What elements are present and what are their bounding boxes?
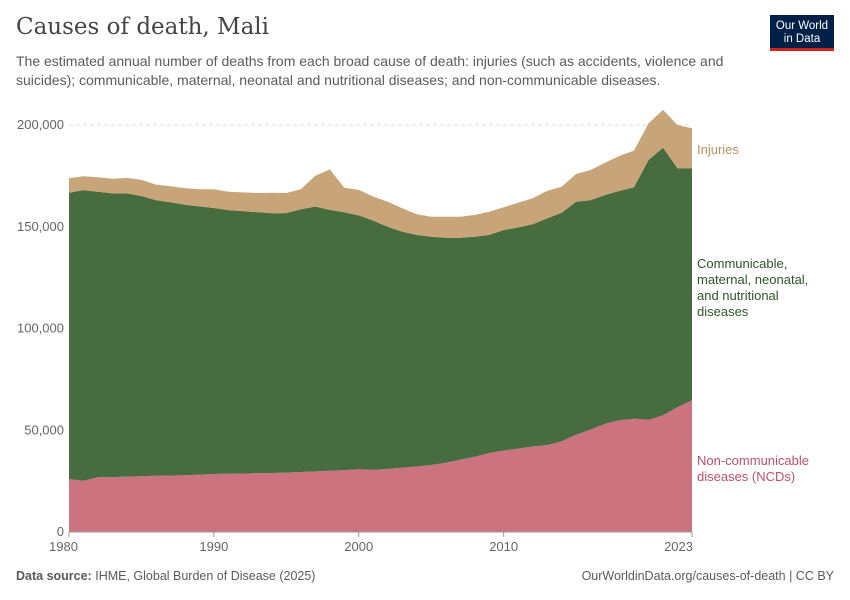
- footer-link[interactable]: OurWorldinData.org/causes-of-death | CC …: [581, 569, 834, 583]
- owid-logo[interactable]: Our World in Data: [770, 15, 834, 51]
- series-label-cmnn: Communicable,: [697, 256, 787, 271]
- chart-title: Causes of death, Mali: [16, 14, 270, 40]
- source-text[interactable]: IHME, Global Burden of Disease (2025): [95, 569, 316, 583]
- x-tick-label: 2023: [664, 539, 693, 554]
- chart-subtitle: The estimated annual number of deaths fr…: [16, 53, 724, 88]
- y-tick-label: 0: [57, 524, 64, 539]
- source-label: Data source:: [16, 569, 92, 583]
- data-source: Data source: IHME, Global Burden of Dise…: [16, 569, 315, 583]
- x-tick-label: 2000: [344, 539, 373, 554]
- x-tick-label: 2010: [489, 539, 518, 554]
- logo-text: Our World in Data: [775, 20, 829, 45]
- series-label-injuries: Injuries: [697, 142, 739, 157]
- x-tick-label: 1980: [49, 539, 78, 554]
- series-label-cmnn: and nutritional: [697, 288, 779, 303]
- x-tick-label: 1990: [199, 539, 228, 554]
- series-label-ncd: diseases (NCDs): [697, 469, 795, 484]
- stacked-area-chart: 0 50,000 100,000 150,000 200,000 1980 1990 2000…: [17, 109, 809, 554]
- y-tick-label: 50,000: [24, 422, 64, 437]
- series-label-ncd: Non-communicable: [697, 453, 809, 468]
- area-series-1: [69, 147, 692, 481]
- y-tick-label: 100,000: [17, 321, 64, 336]
- y-tick-label: 200,000: [17, 117, 64, 132]
- series-label-cmnn: maternal, neonatal,: [697, 272, 808, 287]
- area-series-2: [69, 109, 692, 238]
- series-label-cmnn: diseases: [697, 304, 749, 319]
- y-tick-label: 150,000: [17, 219, 64, 234]
- area-series-0: [69, 400, 692, 532]
